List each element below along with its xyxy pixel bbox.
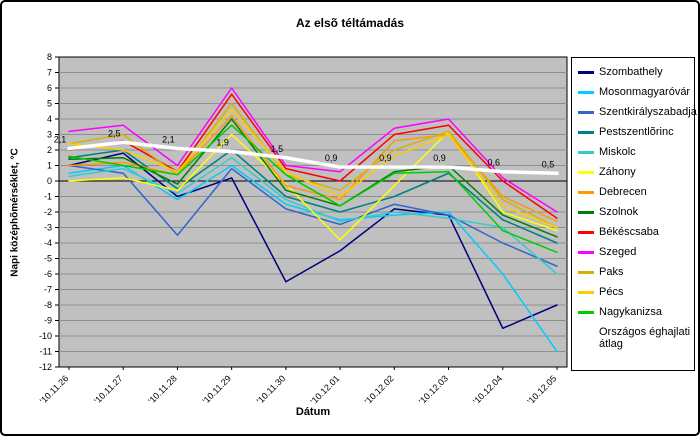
- y-tick-label: -5: [44, 254, 52, 264]
- legend-label: Szombathely: [599, 66, 663, 78]
- average-data-label: 2,1: [162, 134, 175, 144]
- y-tick-label: 5: [47, 99, 52, 109]
- y-tick-label: 3: [47, 130, 52, 140]
- y-tick-label: 2: [47, 145, 52, 155]
- y-tick-label: -9: [44, 316, 52, 326]
- y-tick-label: 8: [47, 52, 52, 62]
- legend-item: Záhony: [578, 166, 692, 178]
- y-tick-label: -8: [44, 300, 52, 310]
- legend-label: Szeged: [599, 246, 637, 258]
- y-tick-label: 6: [47, 83, 52, 93]
- legend-color-sample: [578, 111, 594, 114]
- x-tick-label: '10.12.04: [471, 373, 504, 406]
- x-tick-label: '10.12.02: [363, 373, 396, 406]
- y-tick-label: -3: [44, 223, 52, 233]
- legend: Szombathely Mosonmagyaróvár Szentkirálysza…: [571, 57, 697, 371]
- x-tick-label: '10.11.26: [38, 373, 71, 406]
- legend-item: Miskolc: [578, 146, 692, 158]
- legend-item: Pécs: [578, 286, 692, 298]
- legend-item: Szeged: [578, 246, 692, 258]
- series-line: [68, 164, 558, 267]
- legend-color-sample: [578, 91, 594, 94]
- average-data-label: 1,5: [271, 144, 284, 154]
- x-axis-title: Dátum: [295, 406, 331, 418]
- y-tick-label: -1: [44, 192, 52, 202]
- series-line: [68, 149, 558, 244]
- legend-label: Nagykanizsa: [599, 306, 662, 318]
- legend-label: Pécs: [599, 286, 624, 298]
- legend-item: Országos éghajlati átlag: [578, 326, 692, 350]
- y-tick-label: 4: [47, 114, 52, 124]
- legend-color-sample: [578, 231, 594, 234]
- x-tick-label: '10.12.05: [525, 373, 558, 406]
- series-line: [68, 130, 558, 241]
- series-line: [68, 93, 558, 219]
- x-tick-label: '10.11.28: [146, 373, 179, 406]
- average-data-label: 2,1: [54, 134, 67, 144]
- x-tick-label: '10.12.01: [308, 373, 341, 406]
- legend-item: Szombathely: [578, 66, 692, 78]
- average-data-label: 0,9: [379, 153, 392, 163]
- legend-color-sample: [578, 191, 594, 194]
- average-line: [67, 140, 559, 175]
- legend-label: Miskolc: [599, 146, 636, 158]
- average-data-label: 0,5: [542, 159, 555, 169]
- y-tick-label: -4: [44, 238, 52, 248]
- series-line: [68, 102, 558, 229]
- legend-item: Békéscsaba: [578, 226, 692, 238]
- x-tick-label: '10.11.27: [92, 373, 125, 406]
- legend-item: Szolnok: [578, 206, 692, 218]
- y-tick-label: -6: [44, 269, 52, 279]
- legend-label: Szolnok: [599, 206, 639, 218]
- legend-color-sample: [578, 291, 594, 294]
- series-line: [68, 152, 558, 329]
- average-data-label: 0,6: [488, 158, 501, 168]
- y-tick-label: 0: [47, 176, 52, 186]
- series-line: [68, 124, 558, 254]
- legend-label: Mosonmagyaróvár: [599, 86, 691, 98]
- legend-color-sample: [578, 311, 594, 314]
- x-tick-label: '10.12.03: [417, 373, 450, 406]
- y-tick-label: -2: [44, 207, 52, 217]
- chart-title: Az elsõ téltámadás: [295, 16, 405, 30]
- y-tick-label: 7: [47, 68, 52, 78]
- legend-color-sample: [578, 211, 594, 214]
- average-data-label: 1,9: [216, 138, 229, 148]
- y-tick-label: -7: [44, 285, 52, 295]
- legend-item: Nagykanizsa: [578, 306, 692, 318]
- y-tick-label: 1: [47, 161, 52, 171]
- x-tick-label: '10.11.30: [255, 373, 288, 406]
- legend-item: Szentkirályszabadja: [578, 106, 697, 118]
- y-tick-label: -10: [39, 331, 52, 341]
- x-tick-label: '10.11.29: [200, 373, 233, 406]
- average-data-label: 0,9: [433, 153, 446, 163]
- legend-item: Mosonmagyaróvár: [578, 86, 692, 98]
- legend-label: Debrecen: [599, 186, 647, 198]
- y-tick-label: -12: [39, 362, 52, 372]
- legend-label: Szentkirályszabadja: [599, 106, 697, 118]
- legend-label: Országos éghajlati átlag: [599, 326, 691, 350]
- legend-item: Pestszentlõrinc: [578, 126, 692, 138]
- average-data-label: 0,9: [325, 153, 338, 163]
- legend-item: Paks: [578, 266, 692, 278]
- legend-label: Pestszentlõrinc: [599, 126, 674, 138]
- legend-color-sample: [578, 331, 594, 334]
- average-data-label: 2,5: [108, 128, 121, 138]
- legend-color-sample: [578, 131, 594, 134]
- legend-color-sample: [578, 171, 594, 174]
- legend-color-sample: [578, 151, 594, 154]
- series-line: [68, 118, 558, 238]
- legend-label: Paks: [599, 266, 624, 278]
- legend-color-sample: [578, 251, 594, 254]
- y-tick-label: -11: [40, 347, 52, 357]
- legend-label: Záhony: [599, 166, 636, 178]
- legend-item: Debrecen: [578, 186, 692, 198]
- series-line: [68, 157, 558, 275]
- legend-color-sample: [578, 71, 594, 74]
- legend-label: Békéscsaba: [599, 226, 659, 238]
- legend-color-sample: [578, 271, 594, 274]
